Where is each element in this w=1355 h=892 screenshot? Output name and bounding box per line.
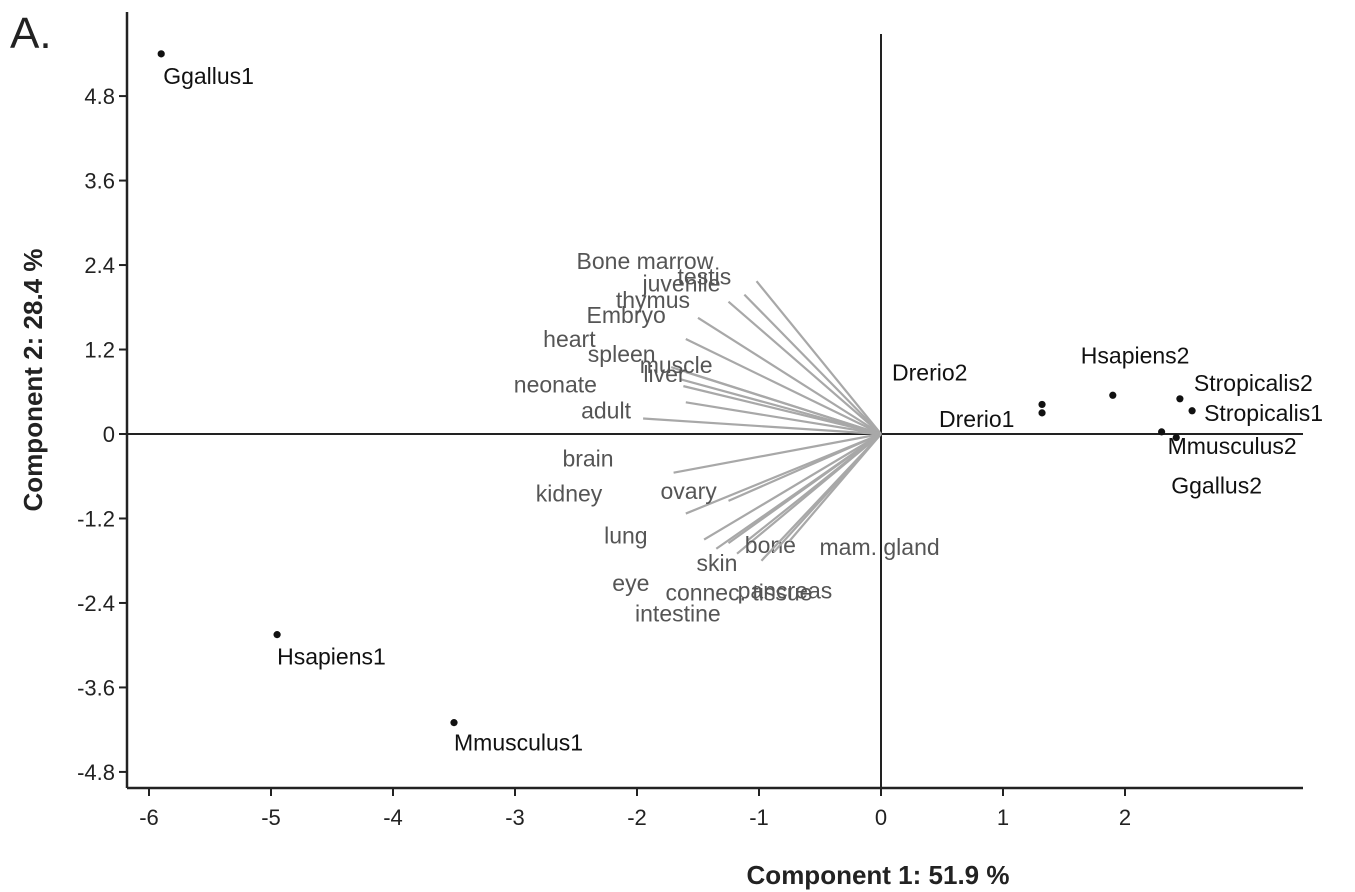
- loading-label: spleen: [588, 341, 656, 367]
- sample-point: [450, 719, 458, 727]
- loading-vector-line: [685, 370, 882, 436]
- y-tick-label: 1.2: [84, 338, 115, 363]
- y-tick-label: 0: [103, 422, 115, 447]
- y-tick-label: -1.2: [77, 506, 115, 531]
- loading-label: brain: [562, 446, 613, 472]
- loading-label: lung: [604, 523, 647, 549]
- loading-vector-line: [703, 433, 882, 541]
- sample-point-label: Hsapiens1: [277, 644, 386, 670]
- y-tick-label: -2.4: [77, 591, 115, 616]
- sample-point-label: Ggallus1: [163, 63, 254, 89]
- x-tick-label: 0: [875, 805, 887, 830]
- y-axis-title: Component 2: 28.4 %: [18, 249, 48, 512]
- x-tick-label: -3: [505, 805, 525, 830]
- loading-label: ovary: [661, 478, 718, 504]
- x-tick-label: -1: [749, 805, 769, 830]
- loading-vector-line: [728, 432, 882, 502]
- x-tick-label: 2: [1119, 805, 1131, 830]
- loading-vector-line: [755, 280, 882, 435]
- sample-points: Ggallus1 Hsapiens1 Mmusculus1 Drerio2 Drerio…: [157, 50, 1323, 756]
- sample-point-label: Mmusculus1: [454, 730, 583, 756]
- x-tick-label: -6: [139, 805, 159, 830]
- x-tick-label: -2: [627, 805, 647, 830]
- loading-label: Embryo: [587, 302, 666, 328]
- loading-label: eye: [612, 570, 649, 596]
- sample-point-label: Stropicalis1: [1204, 400, 1323, 426]
- loading-label: Bone marrow: [577, 248, 714, 274]
- loading-label: pancreas: [738, 577, 833, 603]
- x-ticks: -6 -5 -4 -3 -2 -1 0 1 2: [139, 788, 1131, 830]
- loading-vector-line: [788, 433, 882, 542]
- x-tick-label: -4: [383, 805, 403, 830]
- loading-vector-line: [685, 337, 882, 435]
- loading-vectors: Bone marrowtestisjuvenilethymusEmbryohea…: [514, 248, 940, 626]
- sample-point: [1176, 395, 1184, 403]
- sample-point: [1038, 400, 1046, 409]
- loading-vector-line: [743, 293, 882, 435]
- loading-label: testis: [678, 264, 732, 290]
- loading-label: heart: [543, 326, 596, 352]
- x-tick-label: -5: [261, 805, 281, 830]
- panel-label: A.: [10, 9, 52, 58]
- loading-label: neonate: [514, 371, 597, 397]
- sample-point: [1158, 428, 1166, 436]
- loading-label: mam. gland: [820, 534, 940, 560]
- y-tick-label: -3.6: [77, 675, 115, 700]
- sample-point-label: Mmusculus2: [1168, 433, 1297, 459]
- loading-label: intestine: [635, 601, 721, 627]
- sample-point-label: Stropicalis2: [1194, 370, 1313, 396]
- sample-point: [1172, 433, 1180, 442]
- loading-label: liver: [643, 361, 686, 387]
- loading-label: muscle: [640, 352, 713, 378]
- loading-vector-line: [685, 401, 882, 436]
- sample-point: [1188, 407, 1196, 415]
- x-tick-label: 1: [997, 805, 1009, 830]
- loading-vector-line: [683, 385, 882, 436]
- y-tick-label: 3.6: [84, 169, 115, 194]
- sample-point: [1109, 391, 1117, 399]
- loading-vector-line: [746, 433, 882, 542]
- loading-label: skin: [697, 550, 738, 576]
- sample-point-label: Ggallus2: [1171, 473, 1262, 499]
- loading-label: connec. tissue: [665, 580, 812, 606]
- sample-point-label: Hsapiens2: [1081, 342, 1190, 368]
- sample-point: [273, 631, 281, 639]
- loading-label: kidney: [536, 481, 603, 507]
- loading-label: thymus: [616, 287, 690, 313]
- loading-label: adult: [581, 398, 631, 424]
- y-tick-label: 2.4: [84, 253, 115, 278]
- y-tick-label: 4.8: [84, 84, 115, 109]
- sample-point-label: Drerio1: [939, 406, 1014, 432]
- loading-vector-line: [673, 432, 882, 474]
- y-tick-label: -4.8: [77, 760, 115, 785]
- loading-vector-line: [643, 417, 882, 436]
- sample-point-label: Drerio2: [892, 359, 967, 385]
- sample-point: [1038, 409, 1046, 417]
- loading-label: juvenile: [642, 271, 721, 297]
- sample-point: [157, 50, 165, 58]
- loading-vector-line: [727, 433, 882, 545]
- y-ticks: 4.8 3.6 2.4 1.2 0 -1.2 -2.4 -3.6 -4.8: [77, 84, 127, 785]
- x-axis-title: Component 1: 51.9 %: [747, 860, 1010, 890]
- loading-vector-line: [727, 300, 882, 435]
- loading-vector-line: [697, 316, 882, 435]
